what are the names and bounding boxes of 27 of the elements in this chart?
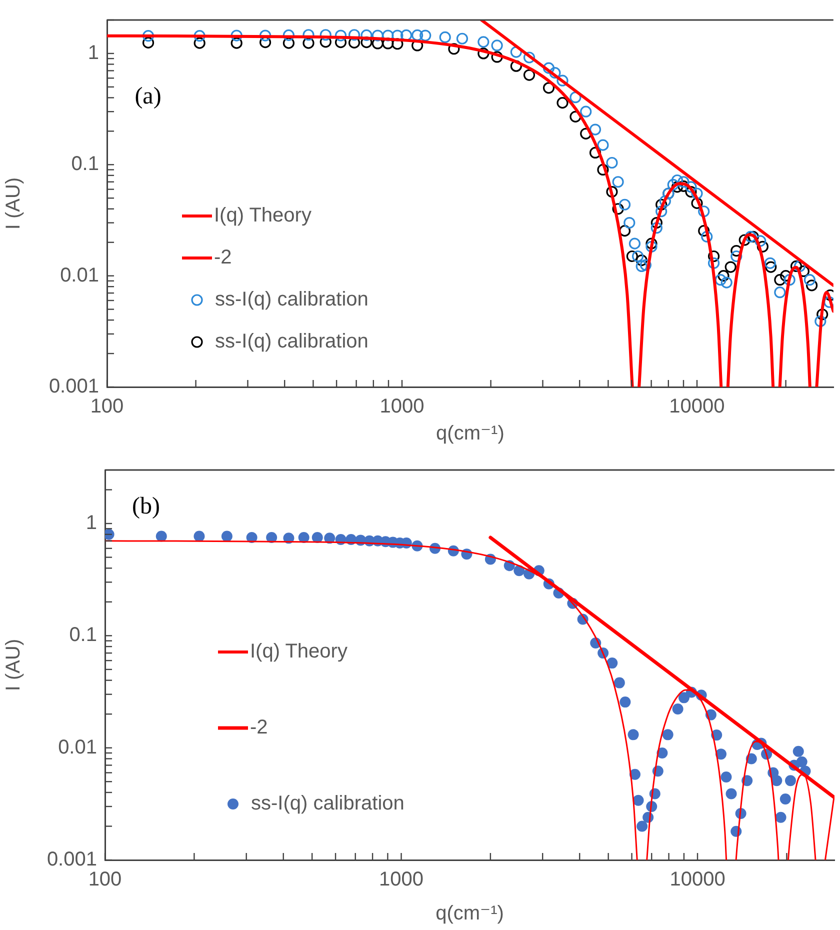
y-tick-label: 0.1 [71, 153, 99, 176]
x-axis-title: q(cm⁻¹) [436, 422, 504, 445]
x-tick-label: 100 [88, 868, 122, 891]
legend-label: -2 [214, 246, 232, 269]
y-tick-label: 0.001 [48, 376, 99, 398]
annotation: (a) [134, 83, 162, 110]
x-tick-label: 100 [90, 396, 124, 418]
x-tick-label: 1000 [380, 396, 424, 418]
legend-label: I(q) Theory [214, 204, 312, 227]
y-tick-label: 1 [86, 512, 97, 534]
annotation: (b) [132, 493, 160, 520]
y-tick-label: 0.01 [58, 736, 97, 758]
y-tick-label: 1 [88, 42, 99, 64]
x-axis-title: q(cm⁻¹) [436, 902, 504, 925]
x-tick-label: 10000 [669, 396, 725, 418]
legend-label: -2 [250, 716, 268, 739]
legend-label: ss-I(q) calibration [215, 288, 368, 311]
y-tick-label: 0.001 [46, 848, 97, 871]
legend-label: I(q) Theory [250, 640, 348, 663]
legend-label: ss-I(q) calibration [215, 330, 368, 353]
y-tick-label: 0.1 [69, 624, 97, 646]
legend-label: ss-I(q) calibration [251, 792, 404, 815]
x-tick-label: 10000 [670, 868, 726, 891]
y-tick-label: 0.01 [60, 264, 99, 286]
y-axis-title: I (AU) [2, 177, 25, 230]
x-tick-label: 1000 [379, 868, 424, 891]
y-axis-title: I (AU) [2, 638, 25, 692]
